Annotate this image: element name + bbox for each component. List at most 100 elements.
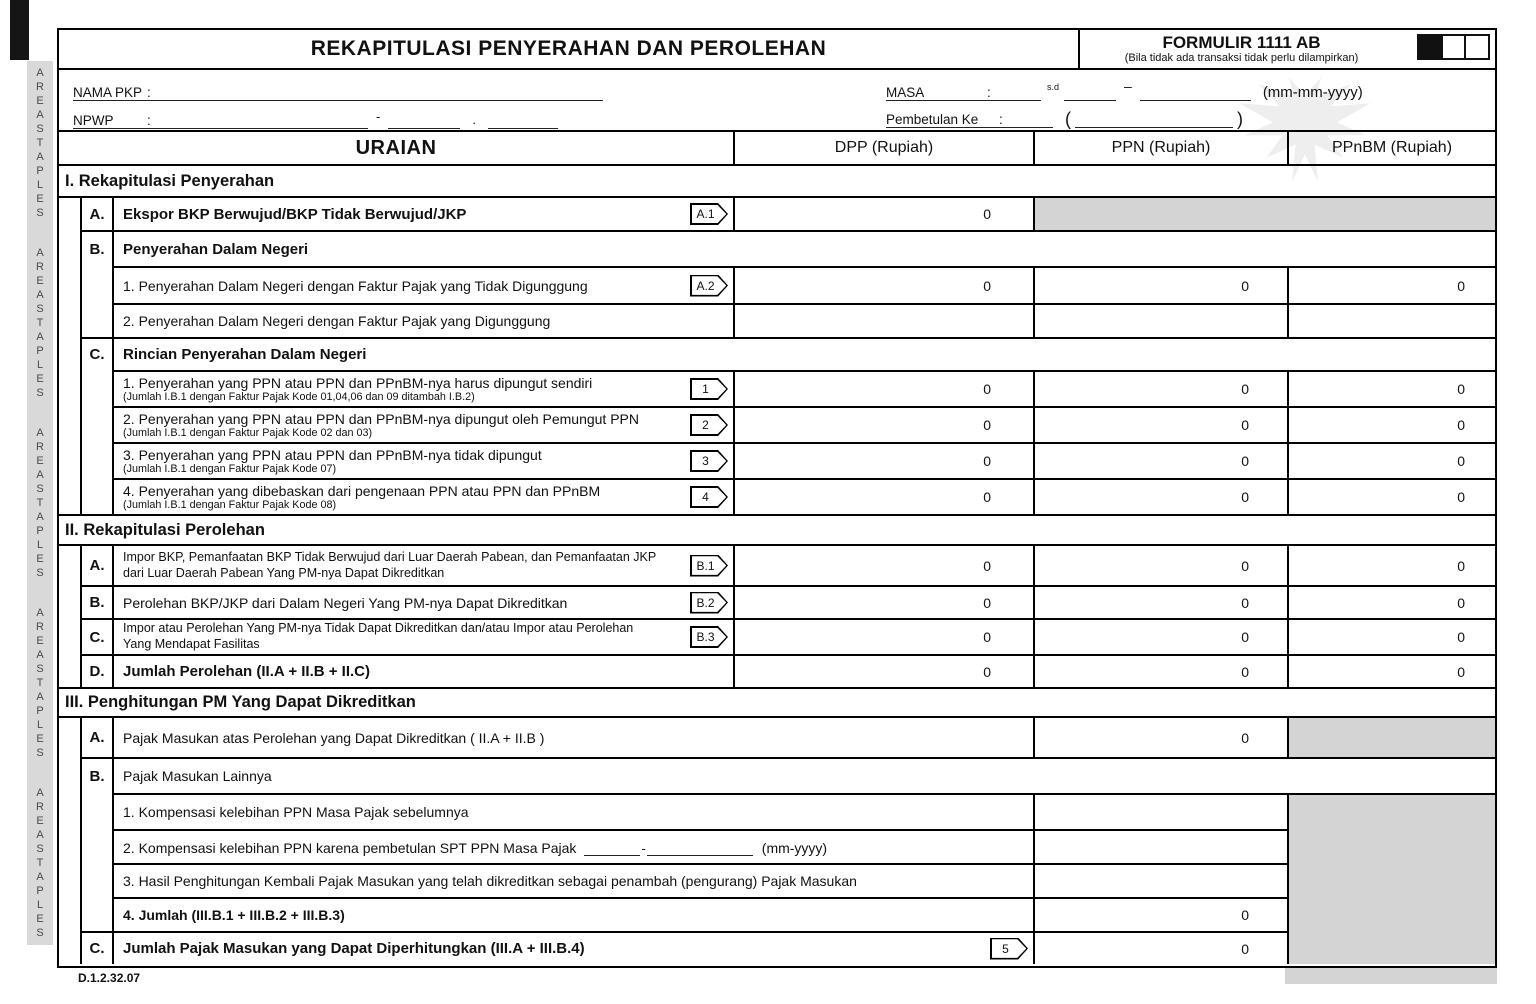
row-iii-a: A. Pajak Masukan atas Perolehan yang Dap… xyxy=(59,716,1495,757)
npwp-input-3[interactable] xyxy=(487,111,558,129)
gutter-cell xyxy=(59,370,80,406)
gutter-cell xyxy=(59,585,80,618)
ppnbm-value-empty xyxy=(1287,303,1495,337)
form-code-cell: FORMULIR 1111 AB (Bila tidak ada transak… xyxy=(1078,30,1495,68)
page-marker-box-2[interactable] xyxy=(1440,34,1467,60)
area-staples-strip: AREASTAPLES AREASTAPLES AREASTAPLES AREA… xyxy=(27,61,53,945)
pembetulan-field[interactable]: Pembetulan Ke : xyxy=(886,106,1053,128)
table-header-row: URAIAN DPP (Rupiah) PPN (Rupiah) PPnBM (… xyxy=(59,132,1495,164)
gutter-cell xyxy=(59,618,80,654)
form-note: (Bila tidak ada transaksi tidak perlu di… xyxy=(1124,51,1359,64)
row-desc-cell: 1. Penyerahan yang PPN atau PPN dan PPnB… xyxy=(112,370,733,406)
masa-field[interactable]: MASA : xyxy=(886,77,1041,101)
section-3-header: III. Penghitungan PM Yang Dapat Dikredit… xyxy=(59,687,1495,716)
row-iii-b3: 3. Hasil Penghitungan Kembali Pajak Masu… xyxy=(59,863,1495,897)
ppn-value: 0 xyxy=(1033,406,1287,442)
dpp-value: 0 xyxy=(733,198,1033,230)
row-i-b1: 1. Penyerahan Dalam Negeri dengan Faktur… xyxy=(59,266,1495,303)
pembetulan-colon: : xyxy=(999,112,1003,127)
row-i-b: B. Penyerahan Dalam Negeri xyxy=(59,230,1495,266)
ppnbm-value: 0 xyxy=(1287,266,1495,303)
row-i-c3: 3. Penyerahan yang PPN atau PPN dan PPnB… xyxy=(59,442,1495,478)
nama-pkp-input[interactable] xyxy=(151,82,603,100)
pembetulan-note-input[interactable] xyxy=(1075,110,1233,128)
row-label: C. xyxy=(80,931,112,964)
row-i-c: C. Rincian Penyerahan Dalam Negeri xyxy=(59,337,1495,370)
row-desc: Pajak Masukan atas Perolehan yang Dapat … xyxy=(112,718,1033,757)
code-tag-3: 3 xyxy=(690,450,728,472)
nama-pkp-row: NAMA PKP : xyxy=(73,79,603,101)
ppn-value: 0 xyxy=(1033,618,1287,654)
row-desc-cell: 2. Kompensasi kelebihan PPN karena pembe… xyxy=(112,829,1033,863)
row-label-empty xyxy=(80,863,112,897)
col-header-uraian: URAIAN xyxy=(355,136,437,159)
garuda-watermark-icon xyxy=(1225,70,1385,215)
masa-to-input[interactable] xyxy=(1139,83,1251,101)
row-desc-cell: 3. Penyerahan yang PPN atau PPN dan PPnB… xyxy=(112,442,733,478)
gutter-cell xyxy=(59,718,80,757)
code-tag-4: 4 xyxy=(690,486,728,508)
code-tag-b2: B.2 xyxy=(690,591,728,614)
row-desc-cell: Perolehan BKP/JKP dari Dalam Negeri Yang… xyxy=(112,585,733,618)
masa-from-input[interactable] xyxy=(1064,83,1117,101)
ppn-value: 0 xyxy=(1033,370,1287,406)
ppn-value: 0 xyxy=(1033,266,1287,303)
page-marker-box-3[interactable] xyxy=(1464,34,1490,60)
row-label: B. xyxy=(80,230,112,266)
row-note: (Jumlah I.B.1 dengan Faktur Pajak Kode 0… xyxy=(123,390,475,403)
row-desc: Jumlah Perolehan (II.A + II.B + II.C) xyxy=(112,654,733,687)
dpp-value-empty xyxy=(733,303,1033,337)
row-note: (Jumlah I.B.1 dengan Faktur Pajak Kode 0… xyxy=(123,498,337,511)
row-desc-cell: Ekspor BKP Berwujud/BKP Tidak Berwujud/J… xyxy=(112,198,733,230)
gutter-cell xyxy=(59,931,80,964)
masa-pajak-mm-input[interactable] xyxy=(584,841,641,856)
gutter-cell xyxy=(59,198,80,230)
masa-pajak-yyyy-input[interactable] xyxy=(646,841,753,856)
row-i-a: A. Ekspor BKP Berwujud/BKP Tidak Berwuju… xyxy=(59,196,1495,230)
dpp-value: 0 xyxy=(733,585,1033,618)
gutter-cell xyxy=(59,266,80,303)
row-label-empty xyxy=(80,478,112,514)
row-desc: Perolehan BKP/JKP dari Dalam Negeri Yang… xyxy=(123,594,568,611)
area-staples-text: AREASTAPLES xyxy=(36,67,44,219)
row-label-empty xyxy=(80,266,112,303)
npwp-dot: . xyxy=(472,112,476,127)
row-ii-a: A. Impor BKP, Pemanfaatan BKP Tidak Berw… xyxy=(59,544,1495,585)
shaded-cell xyxy=(1287,897,1495,931)
row-desc-cell: 2. Penyerahan yang PPN atau PPN dan PPnB… xyxy=(112,406,733,442)
row-ii-c: C. Impor atau Perolehan Yang PM-nya Tida… xyxy=(59,618,1495,654)
npwp-field[interactable]: NPWP : xyxy=(73,107,368,129)
registration-mark xyxy=(10,0,29,60)
row-desc: 4. Jumlah (III.B.1 + III.B.2 + III.B.3) xyxy=(112,897,1033,931)
row-desc: 4. Penyerahan yang dibebaskan dari penge… xyxy=(123,482,601,499)
row-i-c2: 2. Penyerahan yang PPN atau PPN dan PPnB… xyxy=(59,406,1495,442)
form-title-cell: REKAPITULASI PENYERAHAN DAN PEROLEHAN xyxy=(59,30,1078,68)
main-table: URAIAN DPP (Rupiah) PPN (Rupiah) PPnBM (… xyxy=(59,130,1495,964)
nama-pkp-colon: : xyxy=(147,85,151,100)
section-2-title: II. Rekapitulasi Perolehan xyxy=(65,520,265,539)
row-iii-b1: 1. Kompensasi kelebihan PPN Masa Pajak s… xyxy=(59,793,1495,829)
gutter-cell xyxy=(59,863,80,897)
col-header-ppnbm: PPnBM (Rupiah) xyxy=(1287,132,1495,164)
col-header-dpp: DPP (Rupiah) xyxy=(733,132,1033,164)
row-label: C. xyxy=(80,337,112,370)
row-ii-d: D. Jumlah Perolehan (II.A + II.B + II.C)… xyxy=(59,654,1495,687)
row-desc: 2. Kompensasi kelebihan PPN karena pembe… xyxy=(123,840,577,856)
row-desc: 1. Kompensasi kelebihan PPN Masa Pajak s… xyxy=(112,793,1033,829)
npwp-row: NPWP : - . xyxy=(73,107,558,129)
row-desc-cell: 4. Penyerahan yang dibebaskan dari penge… xyxy=(112,478,733,514)
header-info-region: NAMA PKP : NPWP : - . MASA : xyxy=(59,70,1495,130)
code-tag-b3: B.3 xyxy=(690,626,728,648)
npwp-input-2[interactable] xyxy=(388,111,461,129)
row-i-b2: 2. Penyerahan Dalam Negeri dengan Faktur… xyxy=(59,303,1495,337)
dpp-value: 0 xyxy=(733,370,1033,406)
section-1-title: I. Rekapitulasi Penyerahan xyxy=(65,171,275,190)
code-tag-5: 5 xyxy=(990,937,1028,960)
masa-format: (mm-mm-yyyy) xyxy=(1262,84,1363,101)
row-label-empty xyxy=(80,793,112,829)
masa-label: MASA xyxy=(886,85,925,100)
masa-sd-label: s.d xyxy=(1047,82,1060,92)
page-marker-box-1[interactable] xyxy=(1417,34,1443,60)
dpp-value: 0 xyxy=(733,266,1033,303)
dpp-value: 0 xyxy=(733,442,1033,478)
